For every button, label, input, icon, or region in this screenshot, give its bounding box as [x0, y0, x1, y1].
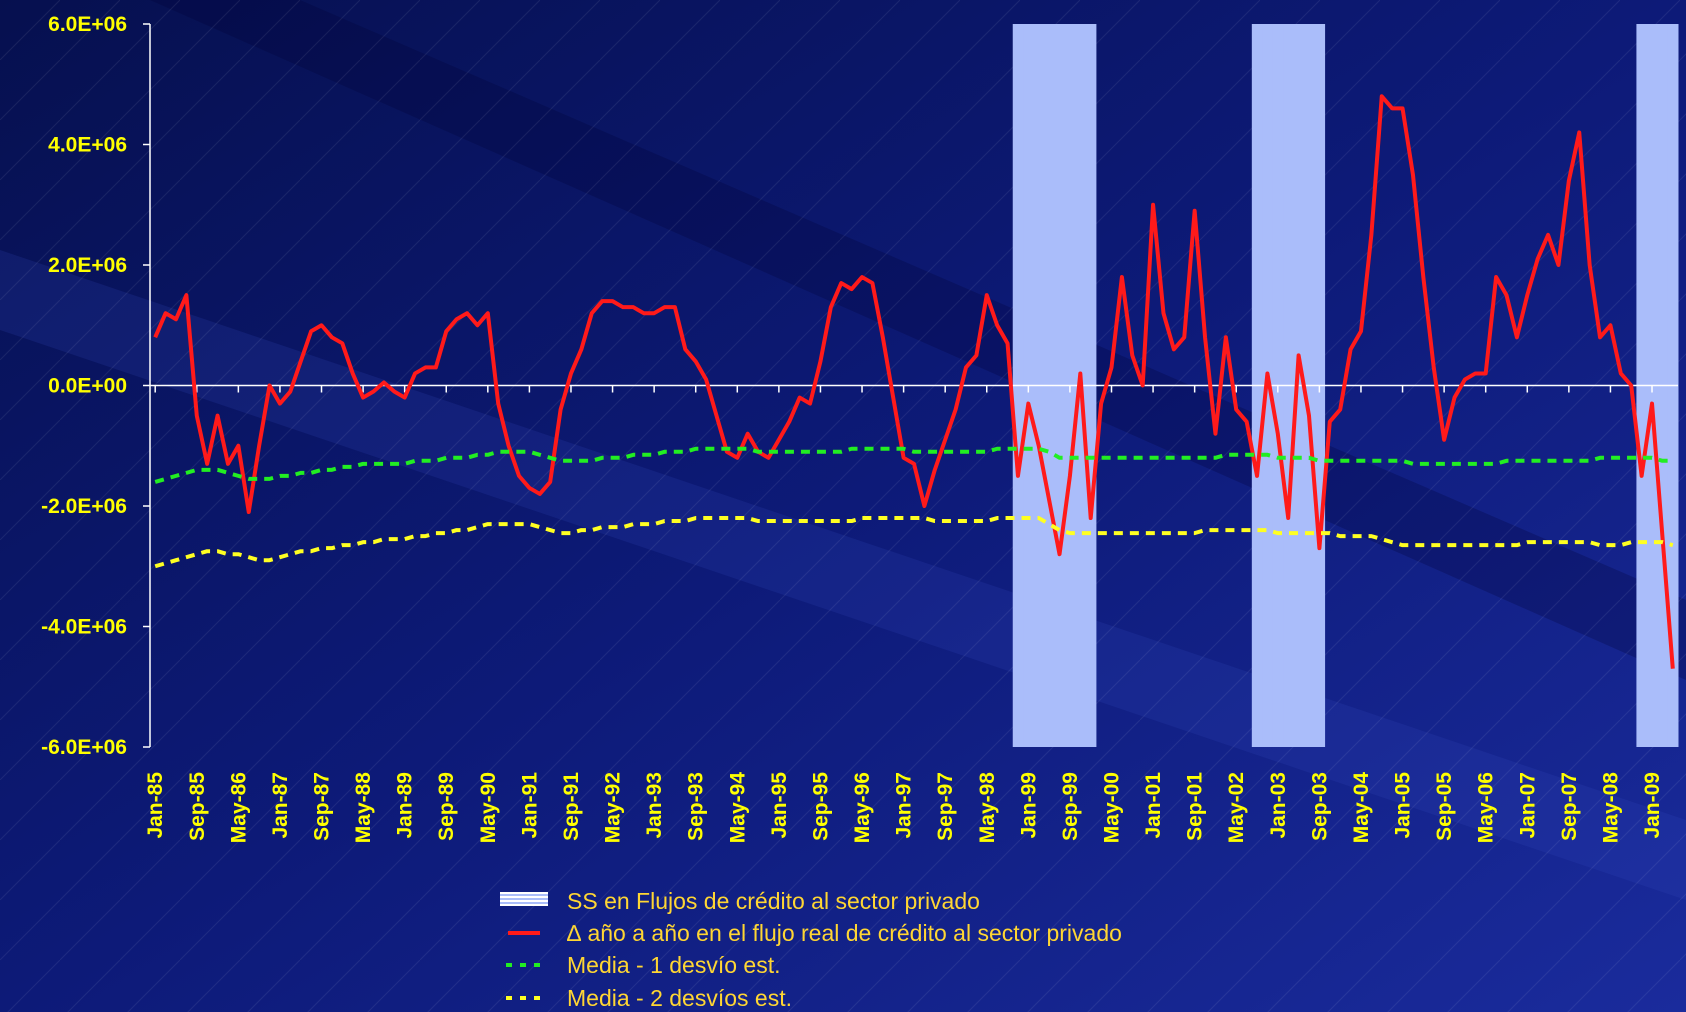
legend-label: SS en Flujos de crédito al sector privad…: [567, 888, 980, 914]
x-tick-label: May-08: [1599, 772, 1622, 844]
x-tick-label: May-88: [352, 772, 375, 844]
x-tick-label: Jan-91: [518, 772, 541, 839]
x-tick-label: May-00: [1100, 772, 1123, 843]
x-tick-label: May-04: [1350, 772, 1373, 844]
x-tick-label: Jan-05: [1392, 772, 1415, 839]
y-tick-label: 4.0E+06: [48, 134, 127, 157]
x-tick-label: Sep-89: [435, 772, 458, 841]
x-tick-label: Sep-01: [1184, 772, 1207, 841]
x-tick-label: Sep-05: [1433, 772, 1456, 841]
x-tick-label: Sep-99: [1059, 772, 1082, 841]
x-tick-label: Sep-95: [809, 772, 832, 841]
x-tick-label: May-02: [1225, 772, 1248, 843]
legend-label: ∆ año a año en el flujo real de crédito …: [567, 920, 1122, 946]
x-tick-label: Jan-93: [643, 772, 666, 839]
x-tick-label: Jan-07: [1516, 772, 1539, 839]
x-tick-label: Sep-93: [685, 772, 708, 841]
x-tick-label: May-06: [1475, 772, 1498, 843]
x-tick-label: Jan-87: [269, 772, 292, 839]
y-tick-label: -6.0E+06: [41, 736, 127, 759]
x-tick-label: May-92: [602, 772, 625, 843]
x-tick-label: Jan-97: [893, 772, 916, 839]
legend-label: Media - 2 desvíos est.: [567, 985, 792, 1011]
x-tick-label: Sep-03: [1308, 772, 1331, 841]
x-tick-label: Sep-85: [186, 772, 209, 841]
x-tick-label: May-94: [726, 772, 749, 844]
y-tick-label: 2.0E+06: [48, 254, 127, 277]
series-line: [154, 516, 1674, 569]
x-tick-label: Jan-95: [768, 772, 791, 839]
y-tick-label: 6.0E+06: [48, 13, 127, 36]
series-line: [153, 94, 1675, 669]
plot: -6.0E+06 -4.0E+06 -2.0E+06 0.0E+00 2.0E+06 4.…: [41, 13, 1679, 844]
x-tick-label: Jan-09: [1641, 772, 1664, 839]
y-tick-label: -4.0E+06: [41, 616, 127, 639]
x-tick-label: Jan-89: [394, 772, 417, 839]
x-tick-label: May-86: [227, 772, 250, 843]
x-tick-label: Jan-01: [1142, 772, 1165, 839]
x-tick-label: May-98: [976, 772, 999, 844]
x-tick-label: Sep-91: [560, 772, 583, 841]
x-tick-label: Jan-99: [1017, 772, 1040, 839]
y-tick-label: 0.0E+00: [48, 375, 127, 398]
x-tick-label: Sep-07: [1558, 772, 1581, 841]
x-tick-label: Sep-87: [311, 772, 334, 841]
x-tick-label: Jan-03: [1267, 772, 1290, 839]
series-line: [154, 446, 1673, 484]
legend-swatch: [500, 892, 548, 906]
x-tick-label: Jan-85: [144, 772, 167, 839]
x-tick-label: May-90: [477, 772, 500, 843]
y-tick-label: -2.0E+06: [41, 495, 127, 518]
x-tick-label: May-96: [851, 772, 874, 843]
legend-label: Media - 1 desvío est.: [567, 952, 781, 978]
x-tick-label: Sep-97: [934, 772, 957, 841]
